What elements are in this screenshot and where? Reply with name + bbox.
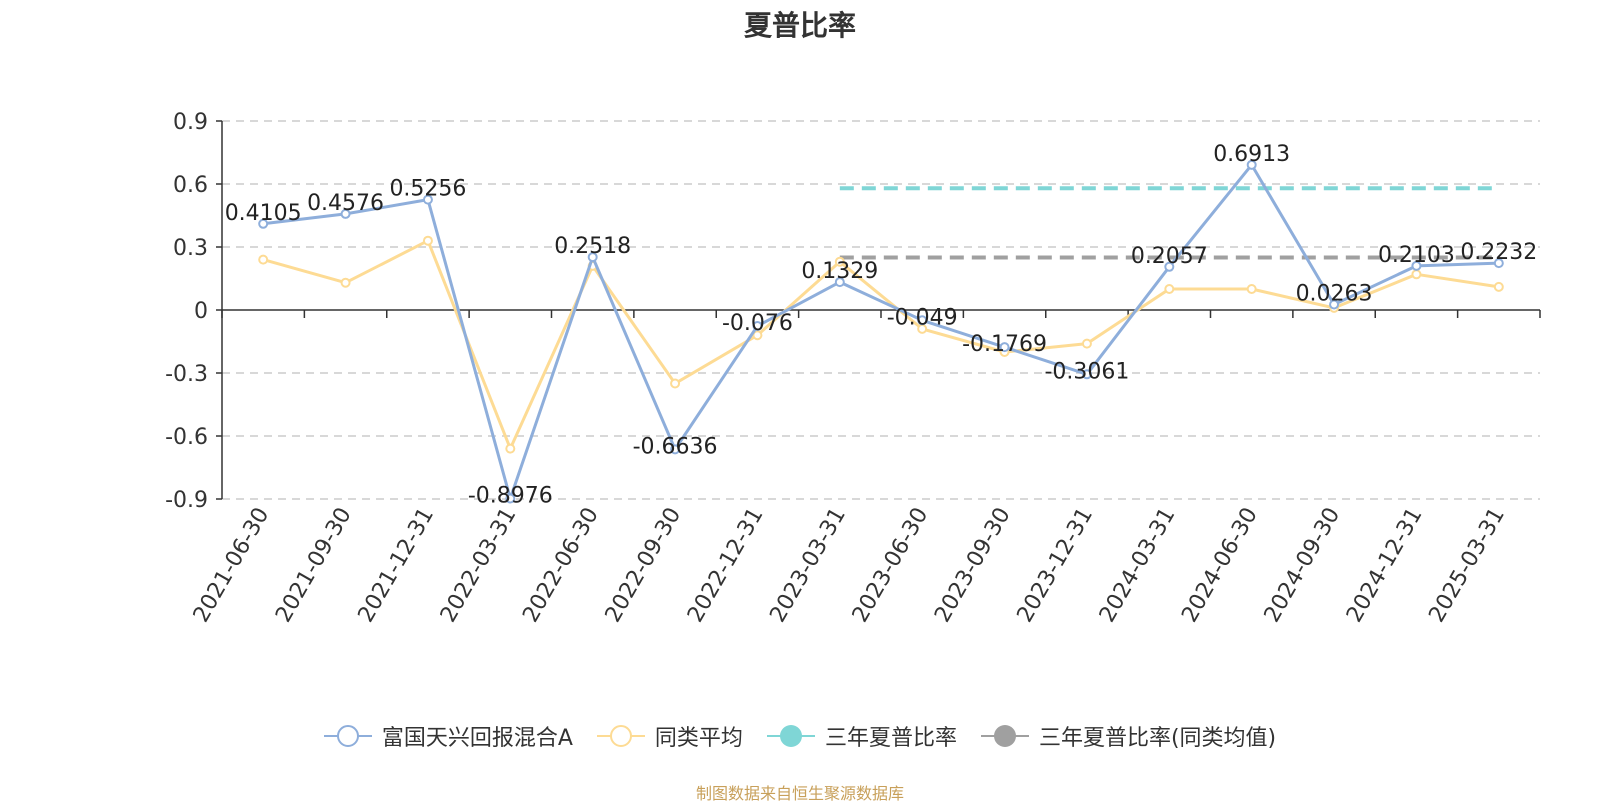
data-point: [752, 320, 763, 331]
data-label: -0.049: [887, 305, 958, 330]
data-point: [834, 277, 845, 288]
data-point: [258, 218, 269, 229]
legend-item-peer-average[interactable]: 同类平均: [596, 720, 743, 752]
data-label: 0.0263: [1296, 281, 1373, 306]
x-tick-label: 2021-09-30: [271, 504, 357, 627]
chart-legend: 富国天兴回报混合A 同类平均 三年夏普比率 三年夏普比率(同类均值): [0, 720, 1600, 752]
data-label: 0.4105: [225, 201, 302, 226]
data-point: [422, 235, 433, 246]
data-point: [1411, 260, 1422, 271]
data-source-footer: 制图数据来自恒生聚源数据库: [695, 784, 904, 803]
legend-item-three-year-sharpe-peer[interactable]: 三年夏普比率(同类均值): [980, 720, 1277, 752]
x-tick-label: 2022-09-30: [601, 504, 687, 627]
legend-line-circle-icon: [596, 725, 645, 747]
y-tick-label: -0.6: [165, 425, 208, 450]
series-lines: [258, 159, 1504, 504]
data-label: 0.2232: [1460, 240, 1537, 265]
data-point: [1493, 281, 1504, 292]
x-tick-label: 2023-09-30: [930, 504, 1016, 627]
y-tick-label: 0.6: [173, 173, 208, 198]
data-point: [1081, 338, 1092, 349]
data-point: [1329, 299, 1340, 310]
data-label: -0.6636: [633, 434, 718, 459]
data-point: [999, 342, 1010, 353]
grid-lines: [222, 120, 1540, 500]
x-tick-label: 2022-03-31: [436, 504, 522, 627]
x-tick-label: 2025-03-31: [1424, 504, 1510, 627]
data-point: [505, 493, 516, 504]
data-label: -0.076: [722, 311, 793, 336]
data-point: [1411, 269, 1422, 280]
y-tick-label: -0.3: [165, 362, 208, 387]
data-point: [752, 330, 763, 341]
data-label: 0.2103: [1378, 243, 1455, 268]
chart-title: 夏普比率: [743, 9, 856, 42]
data-point: [1493, 258, 1504, 269]
x-tick-label: 2021-06-30: [189, 504, 275, 627]
data-point: [258, 254, 269, 265]
legend-label-three-year-sharpe: 三年夏普比率: [824, 726, 957, 751]
data-point: [1164, 261, 1175, 272]
legend-label-fund: 富国天兴回报混合A: [381, 726, 573, 751]
data-point: [1081, 369, 1092, 380]
data-label: -0.8976: [468, 483, 553, 508]
legend-label-three-year-sharpe-peer: 三年夏普比率(同类均值): [1038, 726, 1277, 751]
legend-label-peer-average: 同类平均: [654, 726, 743, 751]
legend-line-dot-icon: [980, 725, 1029, 747]
data-label: 0.5256: [389, 177, 466, 202]
data-label: 0.4576: [307, 191, 384, 216]
y-tick-label: -0.9: [165, 488, 208, 513]
data-label: 0.6913: [1213, 142, 1290, 167]
data-point: [1246, 284, 1257, 294]
data-point: [1164, 284, 1175, 294]
data-point: [917, 315, 928, 326]
x-tick-label: 2022-06-30: [518, 504, 604, 627]
data-point: [1246, 159, 1257, 170]
x-tick-label: 2024-06-30: [1177, 504, 1263, 627]
data-point: [670, 378, 681, 389]
data-label: -0.3061: [1044, 359, 1129, 384]
x-tick-label: 2024-03-31: [1095, 504, 1181, 627]
x-tick-label: 2023-06-30: [848, 504, 934, 627]
x-tick-label: 2024-12-31: [1342, 504, 1428, 627]
data-point: [505, 443, 516, 454]
x-tick-label: 2023-12-31: [1013, 504, 1099, 627]
x-tick-label: 2023-03-31: [765, 504, 851, 627]
x-tick-label: 2021-12-31: [354, 504, 440, 627]
legend-item-fund[interactable]: 富国天兴回报混合A: [323, 720, 573, 752]
data-label: 0.2057: [1131, 244, 1208, 269]
data-point: [834, 256, 845, 267]
data-point: [340, 277, 351, 288]
data-label: -0.1769: [962, 332, 1047, 357]
legend-line-dot-icon: [766, 725, 815, 747]
data-point: [340, 208, 351, 219]
x-tick-label: 2024-09-30: [1260, 504, 1346, 627]
data-point: [670, 444, 681, 455]
y-tick-label: 0.3: [173, 236, 208, 261]
data-label: 0.1329: [801, 259, 878, 284]
legend-line-circle-icon: [323, 725, 372, 747]
legend-item-three-year-sharpe[interactable]: 三年夏普比率: [766, 720, 957, 752]
data-point: [587, 252, 598, 263]
y-tick-label: 0.9: [173, 110, 208, 135]
data-label: 0.2518: [554, 234, 631, 259]
x-tick-label: 2022-12-31: [683, 504, 769, 627]
data-point: [422, 194, 433, 205]
y-tick-label: 0: [194, 299, 208, 324]
series-line: [263, 163, 1499, 500]
